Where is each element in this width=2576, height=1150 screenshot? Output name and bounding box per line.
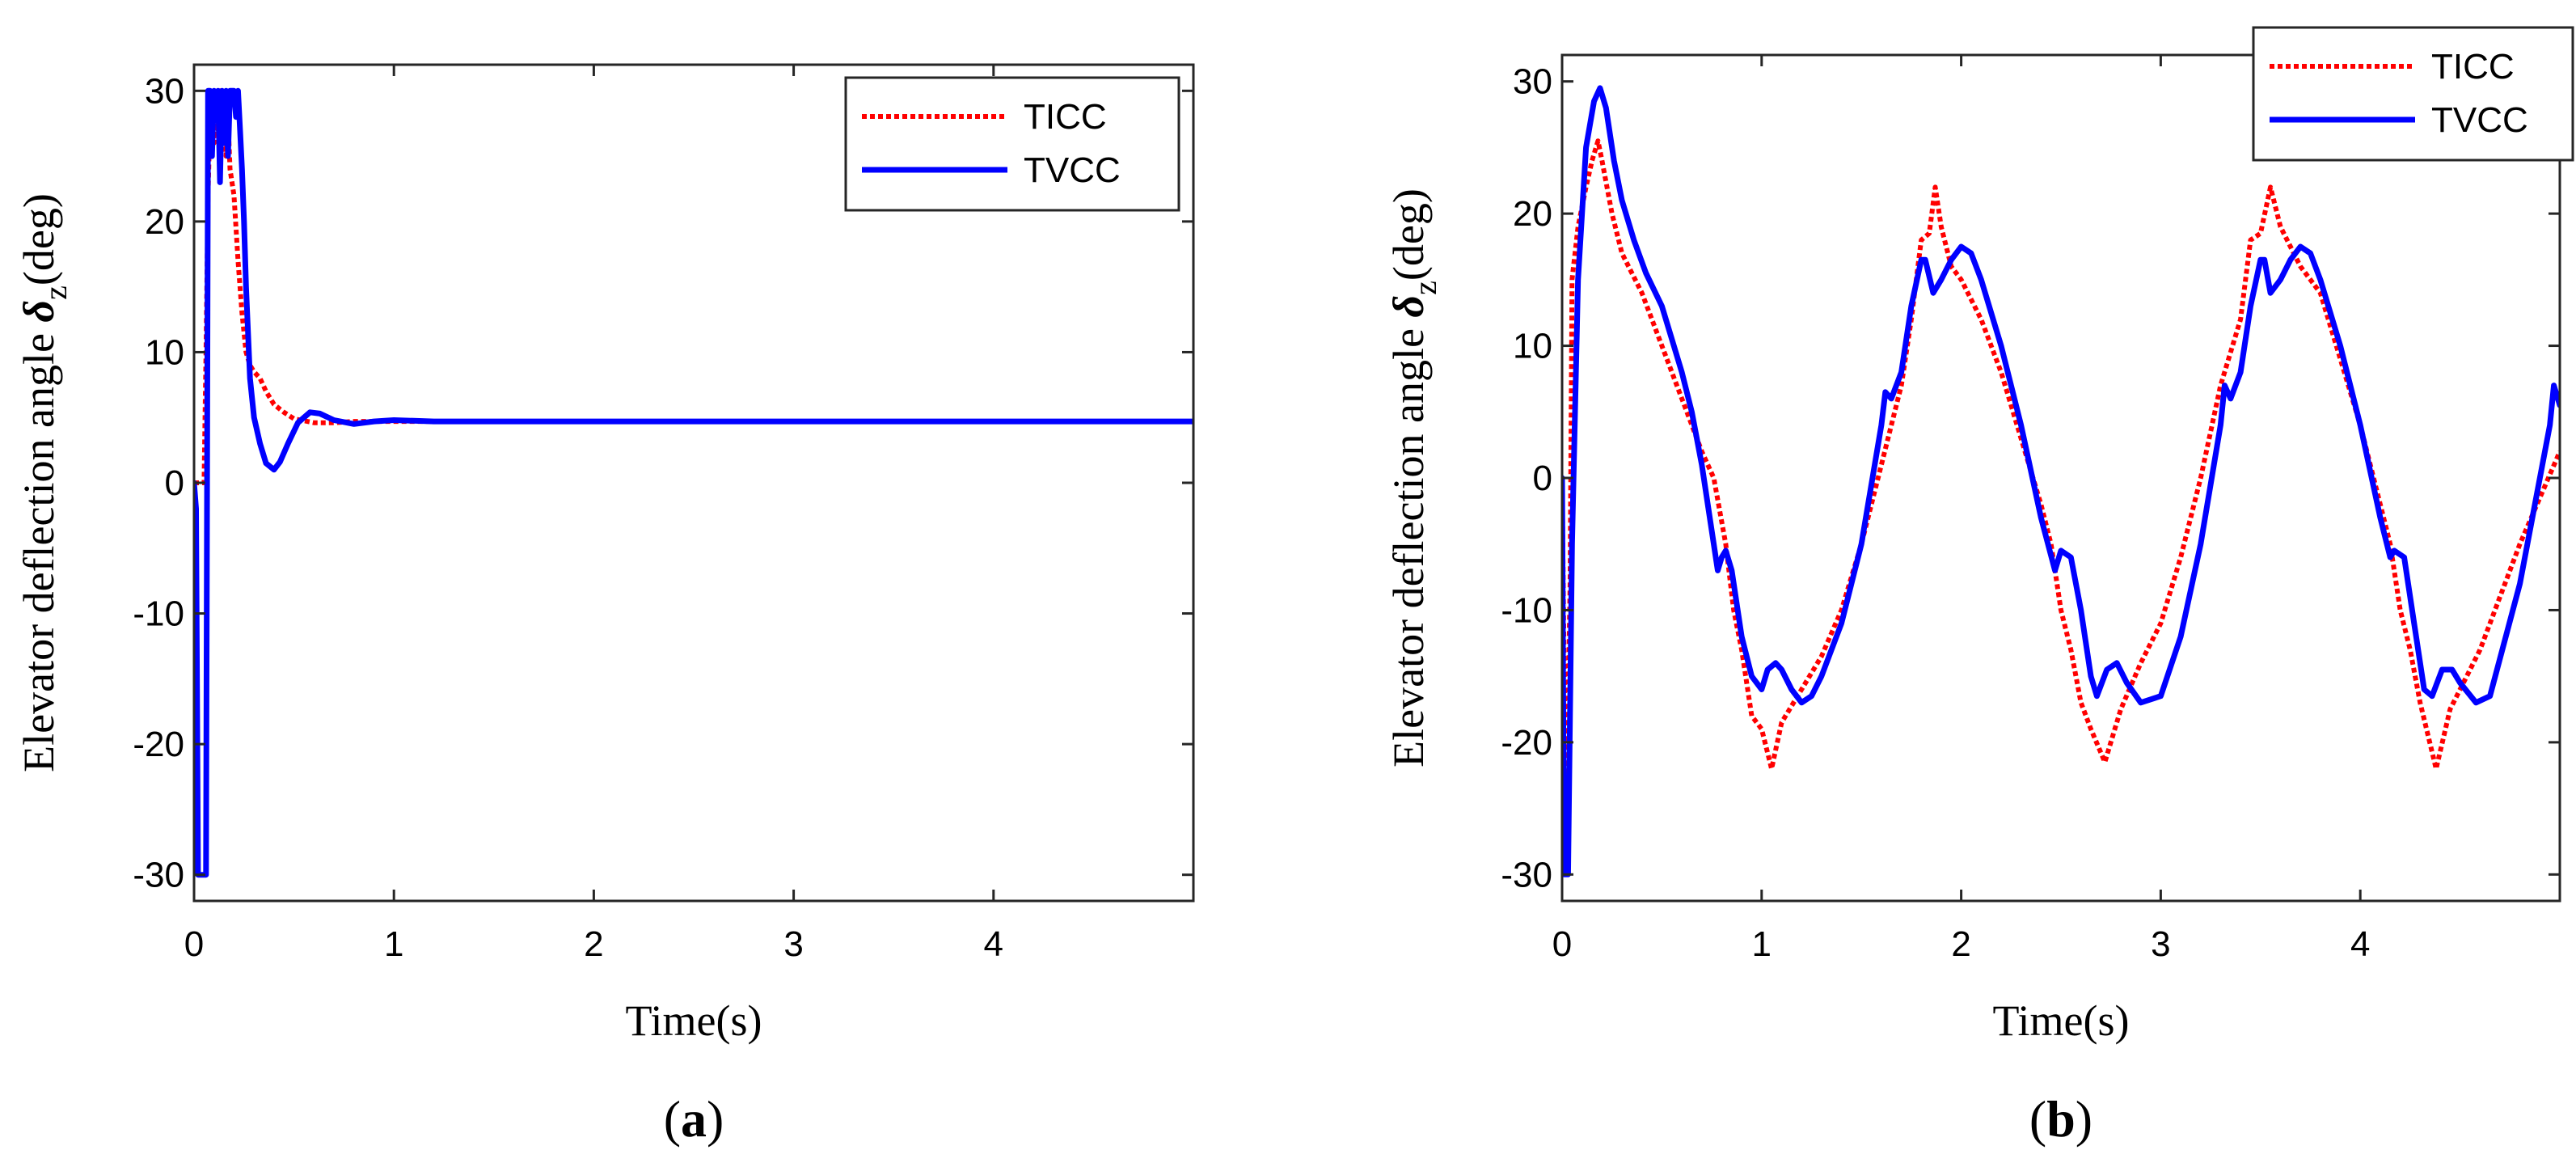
y-tick-label: 0 [1533,459,1552,498]
legend: TICC TVCC [2252,26,2574,162]
y-tick-label: 20 [1513,194,1552,234]
y-tick-label: -20 [133,725,184,764]
series-line-tvcc [1562,85,2560,877]
y-tick-label: 10 [1513,327,1552,366]
legend-box [2252,26,2574,162]
y-tick-label: -30 [133,856,184,895]
panel-label-open: ( [2029,1090,2046,1148]
y-axis-label-prefix: Elevator deflection angle [1384,318,1433,767]
y-tick-label: -10 [133,594,184,634]
legend-label-ticc: TICC [2431,47,2515,87]
y-tick-label: 30 [145,71,184,111]
x-tick-label: 3 [783,924,803,964]
legend: TICC TVCC [844,76,1180,212]
y-axis-label-unit: (deg) [1384,188,1433,281]
x-tick-label: 0 [1552,924,1572,964]
y-axis-label-subscript: z [37,285,74,300]
x-tick-label: 2 [584,924,603,964]
series-line-tvcc [194,87,1193,878]
y-axis-label-unit: (deg) [15,193,63,285]
series-line-ticc [1562,138,2560,851]
x-tick-label: 1 [384,924,403,964]
y-axis-label-symbol: δ [1384,295,1433,318]
panel-label-close: ) [2076,1090,2092,1148]
y-axis-label-prefix: Elevator deflection angle [15,323,63,772]
y-tick-label: 30 [1513,62,1552,102]
y-tick-label: 10 [145,332,184,372]
x-tick-label: 0 [184,924,204,964]
y-axis-label: Elevator deflection angle δz(deg) [15,193,74,772]
legend-label-tvcc: TVCC [2431,100,2528,140]
series-group [1562,85,2560,877]
panel-label: (b) [2029,1090,2092,1148]
y-axis-label-symbol: δ [15,300,63,323]
y-tick-label: 20 [145,202,184,242]
x-tick-label: 1 [1752,924,1772,964]
legend-label-ticc: TICC [1024,97,1107,137]
x-axis-label: Time(s) [625,996,762,1045]
legend-label-tvcc: TVCC [1024,150,1121,190]
y-axis-label-subscript: z [1407,281,1443,295]
panel-label: (a) [664,1090,724,1148]
panel-label-open: ( [664,1090,681,1148]
panel-label-letter: a [681,1090,707,1148]
y-tick-label: -20 [1501,723,1552,763]
plot-frame [1560,53,2561,903]
x-axis-label: Time(s) [1992,996,2129,1045]
y-tick-label: -30 [1501,855,1552,894]
panel-label-letter: b [2046,1090,2076,1148]
legend-box [844,76,1180,212]
x-tick-label: 4 [984,924,1003,964]
x-tick-label: 2 [1951,924,1970,964]
panel-label-close: ) [707,1090,724,1148]
y-tick-label: -10 [1501,590,1552,630]
x-tick-label: 3 [2151,924,2170,964]
y-tick-label: 0 [165,463,184,503]
series-group [194,87,1193,878]
x-tick-label: 4 [2350,924,2370,964]
y-axis-label: Elevator deflection angle δz(deg) [1384,188,1443,767]
